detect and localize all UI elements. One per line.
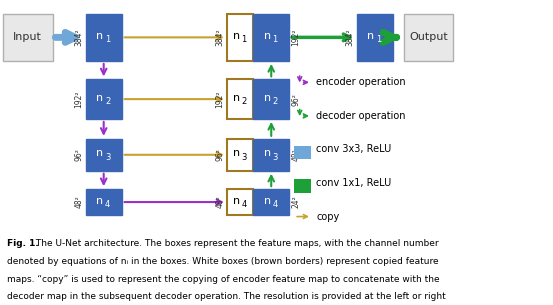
Text: 1: 1: [241, 35, 247, 44]
Text: n: n: [264, 31, 271, 41]
Text: denoted by equations of nᵢ in the boxes. White boxes (brown borders) represent c: denoted by equations of nᵢ in the boxes.…: [7, 257, 439, 266]
Text: n: n: [264, 196, 271, 206]
Text: 4: 4: [241, 200, 247, 209]
Text: n: n: [264, 148, 271, 158]
Bar: [227, 79, 253, 119]
Text: 384²: 384²: [216, 29, 225, 46]
Text: encoder operation: encoder operation: [316, 77, 406, 87]
Bar: [227, 14, 253, 61]
Text: Input: Input: [13, 32, 42, 42]
Text: maps. “copy” is used to represent the copying of encoder feature map to concaten: maps. “copy” is used to represent the co…: [7, 275, 439, 284]
Bar: [86, 139, 122, 171]
Text: n: n: [96, 196, 103, 206]
Text: n: n: [96, 148, 103, 158]
Text: 1: 1: [376, 35, 381, 44]
Text: 192²: 192²: [216, 90, 225, 108]
Bar: [253, 14, 289, 61]
Bar: [294, 146, 311, 159]
Text: 2: 2: [241, 97, 247, 106]
Bar: [253, 139, 289, 171]
Text: Output: Output: [409, 32, 448, 42]
Bar: [227, 139, 253, 171]
Text: n: n: [96, 31, 103, 41]
Text: n: n: [233, 148, 240, 158]
Bar: [3, 14, 53, 61]
Text: 48²: 48²: [291, 149, 300, 161]
Bar: [86, 79, 122, 119]
Text: n: n: [264, 93, 271, 102]
Text: 48²: 48²: [75, 196, 84, 208]
Text: 3: 3: [105, 153, 110, 162]
Bar: [357, 14, 393, 61]
Text: 4: 4: [105, 200, 110, 209]
Bar: [404, 14, 453, 61]
Text: 2: 2: [105, 97, 110, 106]
Text: decoder operation: decoder operation: [316, 111, 406, 121]
Text: 384²: 384²: [346, 29, 354, 46]
Text: 3: 3: [273, 153, 278, 162]
Text: n: n: [96, 93, 103, 102]
Text: n: n: [233, 93, 240, 102]
Text: 48²: 48²: [216, 196, 225, 208]
Text: 96²: 96²: [75, 148, 84, 161]
Text: conv 3x3, ReLU: conv 3x3, ReLU: [316, 145, 392, 154]
Bar: [227, 189, 253, 215]
Bar: [86, 189, 122, 215]
Text: 4: 4: [273, 200, 278, 209]
Text: decoder map in the subsequent decoder operation. The resolution is provided at t: decoder map in the subsequent decoder op…: [7, 292, 445, 302]
Text: n: n: [233, 196, 240, 206]
Bar: [86, 14, 122, 61]
Bar: [253, 79, 289, 119]
Text: conv 1x1, ReLU: conv 1x1, ReLU: [316, 178, 392, 188]
Text: 192²: 192²: [291, 29, 300, 46]
Text: 96²: 96²: [216, 148, 225, 161]
Text: 3: 3: [241, 153, 247, 162]
Text: 2: 2: [273, 97, 278, 106]
Text: 1: 1: [273, 35, 278, 44]
Text: 384²: 384²: [75, 29, 84, 46]
Text: copy: copy: [316, 212, 340, 221]
Text: 24²: 24²: [291, 196, 300, 208]
Text: 1: 1: [105, 35, 110, 44]
Text: 192²: 192²: [75, 90, 84, 108]
Text: n: n: [367, 31, 374, 41]
Text: Fig. 1.: Fig. 1.: [7, 239, 38, 249]
Text: The U-Net architecture. The boxes represent the feature maps, with the channel n: The U-Net architecture. The boxes repres…: [33, 239, 439, 249]
Bar: [294, 179, 311, 193]
Text: 96²: 96²: [291, 93, 300, 106]
Text: n: n: [233, 31, 240, 41]
Bar: [253, 189, 289, 215]
